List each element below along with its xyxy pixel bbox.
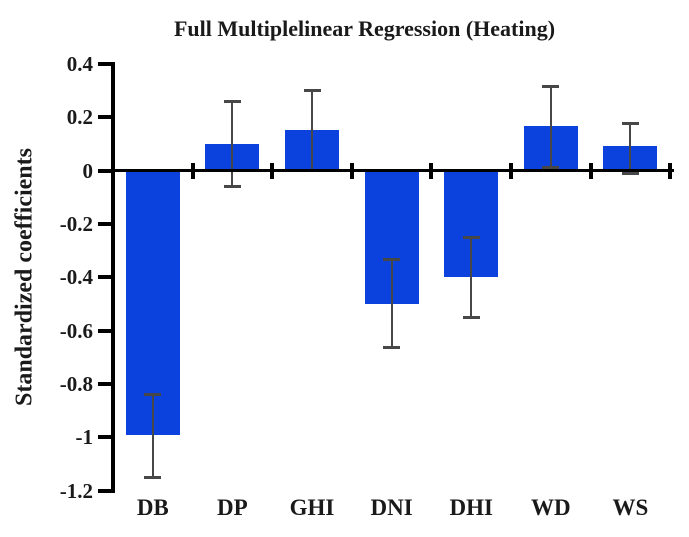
x-tick bbox=[668, 162, 673, 179]
error-bar-line bbox=[629, 123, 632, 174]
x-tick bbox=[190, 162, 195, 179]
y-tick-label: -0.8 bbox=[59, 371, 93, 396]
y-tick-label: 0.4 bbox=[66, 51, 93, 76]
x-category-label: DNI bbox=[370, 495, 413, 520]
x-category-label: GHI bbox=[289, 495, 335, 520]
error-bar-line bbox=[470, 237, 473, 318]
y-axis-line bbox=[111, 61, 115, 493]
y-tick bbox=[98, 168, 112, 173]
y-tick bbox=[98, 381, 112, 386]
y-tick-label: 0.2 bbox=[66, 105, 93, 130]
y-tick bbox=[98, 275, 112, 280]
chart-title: Full Multiplelinear Regression (Heating) bbox=[173, 16, 556, 41]
x-tick bbox=[349, 162, 354, 179]
error-bar-line bbox=[549, 86, 552, 168]
error-bar-cap bbox=[144, 393, 162, 397]
error-bar-cap bbox=[542, 166, 560, 170]
x-category-label: DB bbox=[136, 495, 169, 520]
x-tick bbox=[429, 162, 434, 179]
error-bar-line bbox=[151, 394, 154, 478]
y-tick bbox=[98, 435, 112, 440]
error-bar-cap bbox=[621, 122, 639, 126]
y-tick-label: -1 bbox=[75, 425, 94, 450]
error-bar-line bbox=[390, 259, 393, 348]
error-bar-cap bbox=[383, 258, 401, 262]
y-tick bbox=[98, 328, 112, 333]
y-tick bbox=[98, 115, 112, 120]
x-category-label: DP bbox=[217, 495, 248, 520]
y-tick-label: -0.6 bbox=[59, 318, 93, 343]
y-tick-label: -0.4 bbox=[59, 265, 93, 290]
error-bar-cap bbox=[303, 88, 321, 92]
y-tick bbox=[98, 61, 112, 66]
x-tick bbox=[588, 162, 593, 179]
error-bar-line bbox=[311, 90, 313, 171]
error-bar-cap bbox=[144, 475, 162, 479]
y-tick-label: -1.2 bbox=[59, 478, 93, 503]
x-tick bbox=[111, 162, 115, 179]
error-bar-cap bbox=[462, 235, 480, 239]
error-bar-cap bbox=[462, 315, 480, 319]
x-tick bbox=[270, 162, 275, 179]
x-category-label: WS bbox=[612, 495, 649, 520]
x-tick bbox=[509, 162, 513, 179]
y-tick-label: -0.2 bbox=[59, 211, 93, 236]
y-tick bbox=[98, 221, 112, 226]
error-bar-line bbox=[231, 101, 234, 187]
x-category-label: WD bbox=[530, 495, 571, 520]
error-bar-cap bbox=[621, 171, 639, 175]
error-bar-cap bbox=[542, 84, 560, 88]
x-axis-zero-line bbox=[111, 168, 675, 173]
y-tick-label: 0 bbox=[82, 158, 94, 183]
error-bar-cap bbox=[223, 99, 241, 103]
error-bar-cap bbox=[383, 346, 401, 350]
x-category-label: DHI bbox=[449, 495, 493, 520]
bar bbox=[125, 170, 180, 435]
error-bar-cap bbox=[223, 185, 241, 188]
y-tick bbox=[98, 488, 112, 493]
